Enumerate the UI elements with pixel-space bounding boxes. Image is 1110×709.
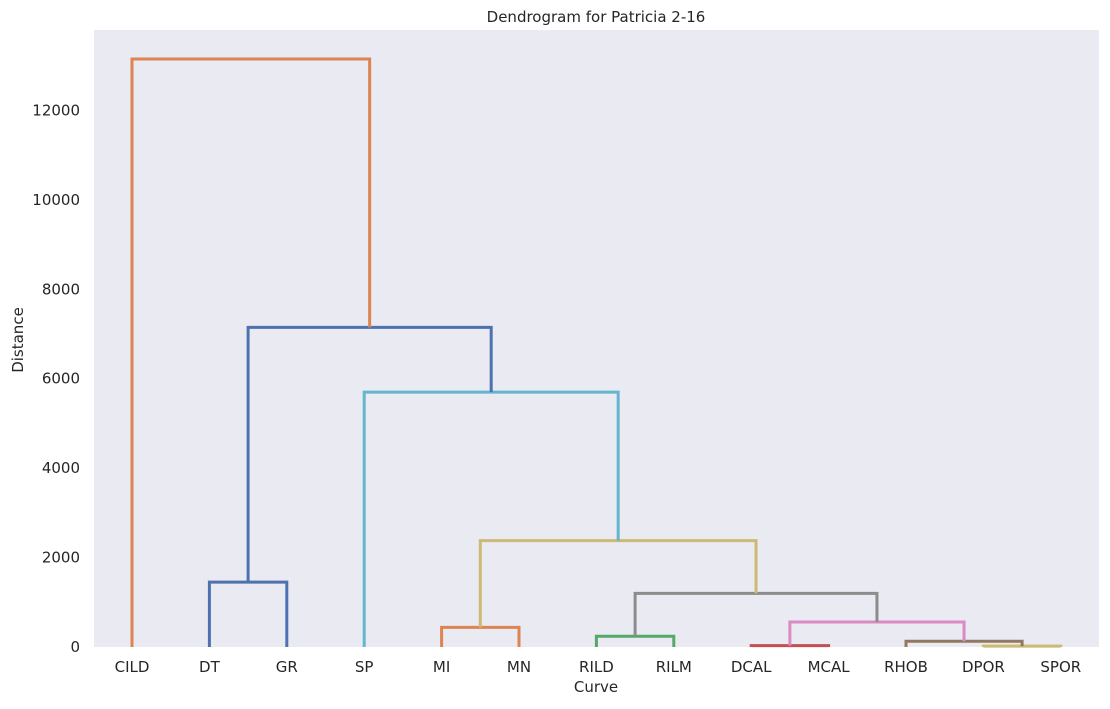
x-tick-label: SP — [355, 658, 374, 676]
x-axis-label: Curve — [574, 678, 618, 696]
dendrogram-link — [440, 625, 521, 647]
y-tick-label: 6000 — [42, 370, 80, 388]
x-tick-label: MI — [433, 658, 450, 676]
dendrogram-link — [633, 591, 879, 637]
dendrogram-link — [904, 639, 1024, 647]
x-tick-label: RILM — [656, 658, 692, 676]
x-tick-label: SPOR — [1040, 658, 1081, 676]
dendrogram-link — [478, 539, 758, 628]
x-tick-label: DCAL — [731, 658, 772, 676]
y-tick-label: 2000 — [42, 549, 80, 567]
x-tick-label: MCAL — [808, 658, 851, 676]
y-axis-label: Distance — [9, 307, 27, 373]
dendrogram-link — [594, 634, 676, 647]
y-tick-label: 8000 — [42, 280, 80, 298]
x-tick-label: DT — [199, 658, 221, 676]
dendrogram-link — [749, 644, 831, 648]
x-tick-label: RHOB — [884, 658, 928, 676]
chart-title: Dendrogram for Patricia 2-16 — [487, 8, 706, 26]
y-tick-label: 10000 — [32, 191, 80, 209]
y-tick-label: 0 — [70, 638, 80, 656]
x-tick-label: CILD — [115, 658, 150, 676]
dendrogram-link — [130, 57, 372, 647]
x-tick-label: DPOR — [962, 658, 1005, 676]
x-axis: CILD DT GR SP MI MN RILD RILM DCAL MCAL RHOB DPOR SP… — [115, 658, 1082, 676]
y-axis: 0 2000 4000 6000 8000 10000 12000 — [32, 101, 80, 656]
plot-area — [94, 30, 1099, 647]
x-tick-label: RILD — [579, 658, 614, 676]
dendrogram-link — [981, 644, 1063, 648]
x-tick-label: GR — [276, 658, 298, 676]
dendrogram-links — [130, 57, 1063, 648]
x-tick-label: MN — [507, 658, 531, 676]
y-tick-label: 12000 — [32, 101, 80, 119]
y-tick-label: 4000 — [42, 459, 80, 477]
